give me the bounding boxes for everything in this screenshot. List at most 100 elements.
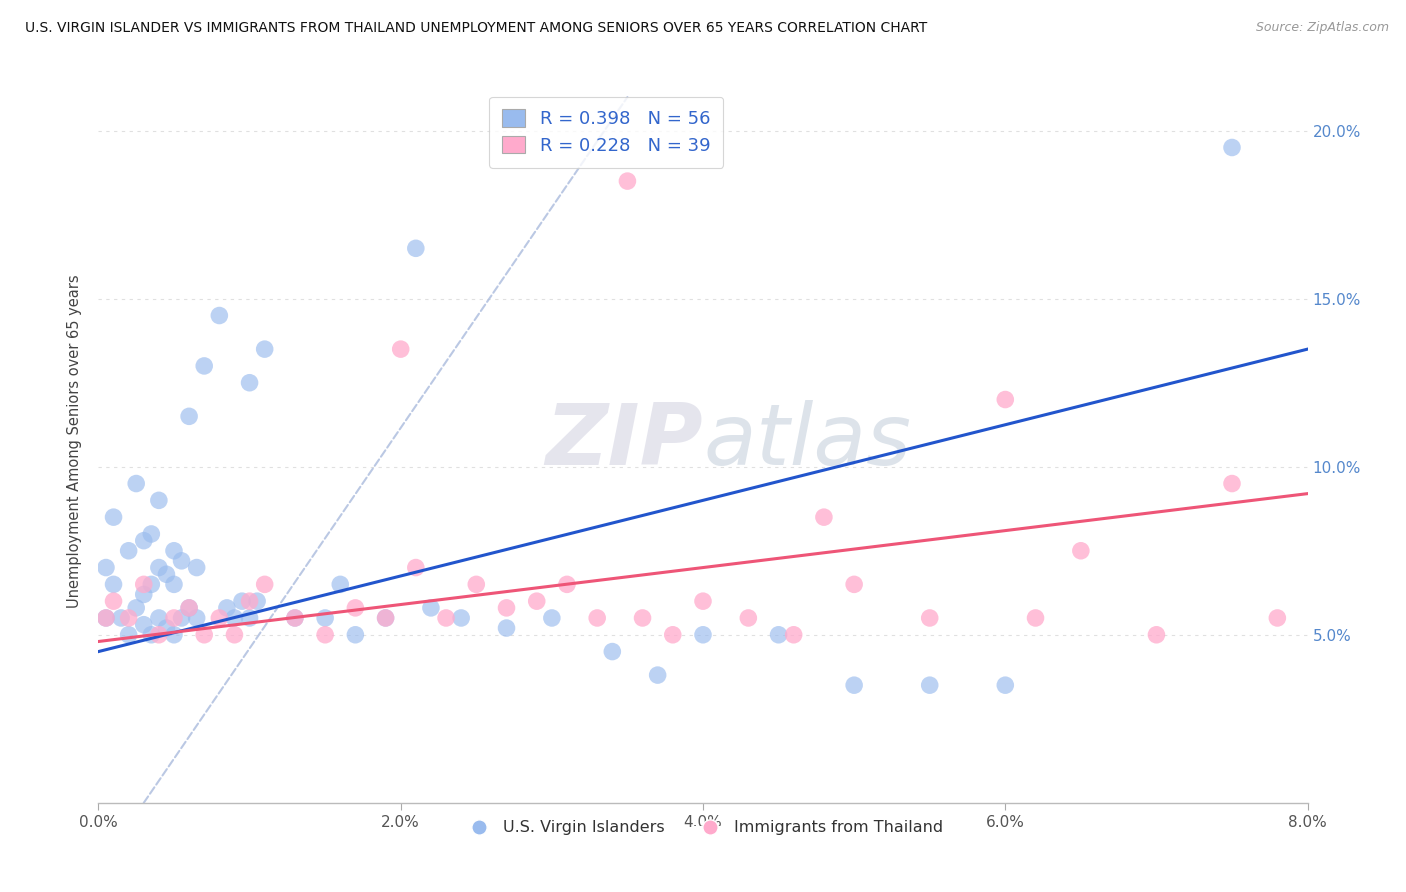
Point: [186, 611, 208, 625]
Point: [782, 628, 804, 642]
Point: [148, 628, 170, 642]
Point: [155, 621, 177, 635]
Point: [661, 628, 683, 642]
Point: [737, 611, 759, 625]
Point: [1220, 140, 1243, 154]
Point: [94, 611, 117, 625]
Point: [170, 554, 193, 568]
Point: [179, 409, 201, 424]
Point: [148, 493, 170, 508]
Point: [118, 543, 141, 558]
Point: [141, 527, 163, 541]
Point: [918, 611, 941, 625]
Legend: U.S. Virgin Islanders, Immigrants from Thailand: U.S. Virgin Islanders, Immigrants from T…: [457, 814, 949, 842]
Text: Source: ZipAtlas.com: Source: ZipAtlas.com: [1256, 21, 1389, 35]
Point: [692, 628, 714, 642]
Point: [374, 611, 396, 625]
Point: [813, 510, 835, 524]
Point: [103, 510, 125, 524]
Point: [1070, 543, 1092, 558]
Point: [163, 543, 186, 558]
Point: [450, 611, 472, 625]
Point: [526, 594, 548, 608]
Point: [465, 577, 488, 591]
Point: [1267, 611, 1289, 625]
Point: [495, 600, 517, 615]
Point: [163, 628, 186, 642]
Point: [994, 392, 1017, 407]
Point: [647, 668, 669, 682]
Point: [1220, 476, 1243, 491]
Point: [405, 241, 427, 255]
Point: [132, 577, 155, 591]
Point: [163, 577, 186, 591]
Point: [616, 174, 638, 188]
Point: [918, 678, 941, 692]
Point: [284, 611, 307, 625]
Point: [208, 309, 231, 323]
Point: [284, 611, 307, 625]
Point: [1024, 611, 1046, 625]
Point: [692, 594, 714, 608]
Point: [103, 594, 125, 608]
Point: [231, 594, 253, 608]
Point: [132, 533, 155, 548]
Point: [132, 617, 155, 632]
Point: [344, 628, 367, 642]
Point: [631, 611, 654, 625]
Point: [768, 628, 790, 642]
Point: [141, 577, 163, 591]
Point: [148, 560, 170, 574]
Point: [314, 611, 336, 625]
Point: [239, 594, 262, 608]
Point: [125, 476, 148, 491]
Point: [224, 628, 246, 642]
Point: [141, 628, 163, 642]
Point: [118, 628, 141, 642]
Point: [844, 678, 866, 692]
Text: atlas: atlas: [703, 400, 911, 483]
Point: [118, 611, 141, 625]
Point: [163, 611, 186, 625]
Point: [193, 359, 215, 373]
Point: [186, 560, 208, 574]
Point: [148, 611, 170, 625]
Point: [389, 342, 412, 356]
Point: [314, 628, 336, 642]
Point: [434, 611, 457, 625]
Point: [125, 600, 148, 615]
Point: [344, 600, 367, 615]
Point: [495, 621, 517, 635]
Point: [540, 611, 562, 625]
Point: [215, 600, 238, 615]
Point: [132, 587, 155, 601]
Point: [602, 644, 624, 658]
Point: [994, 678, 1017, 692]
Point: [208, 611, 231, 625]
Point: [329, 577, 352, 591]
Point: [179, 600, 201, 615]
Point: [155, 567, 177, 582]
Y-axis label: Unemployment Among Seniors over 65 years: Unemployment Among Seniors over 65 years: [67, 275, 83, 608]
Point: [1146, 628, 1168, 642]
Text: U.S. VIRGIN ISLANDER VS IMMIGRANTS FROM THAILAND UNEMPLOYMENT AMONG SENIORS OVER: U.S. VIRGIN ISLANDER VS IMMIGRANTS FROM …: [25, 21, 928, 36]
Point: [224, 611, 246, 625]
Point: [246, 594, 269, 608]
Point: [94, 560, 117, 574]
Point: [586, 611, 609, 625]
Point: [179, 600, 201, 615]
Point: [94, 611, 117, 625]
Point: [239, 376, 262, 390]
Point: [420, 600, 443, 615]
Point: [405, 560, 427, 574]
Text: ZIP: ZIP: [546, 400, 703, 483]
Point: [110, 611, 132, 625]
Point: [170, 611, 193, 625]
Point: [844, 577, 866, 591]
Point: [239, 611, 262, 625]
Point: [253, 577, 276, 591]
Point: [253, 342, 276, 356]
Point: [193, 628, 215, 642]
Point: [374, 611, 396, 625]
Point: [103, 577, 125, 591]
